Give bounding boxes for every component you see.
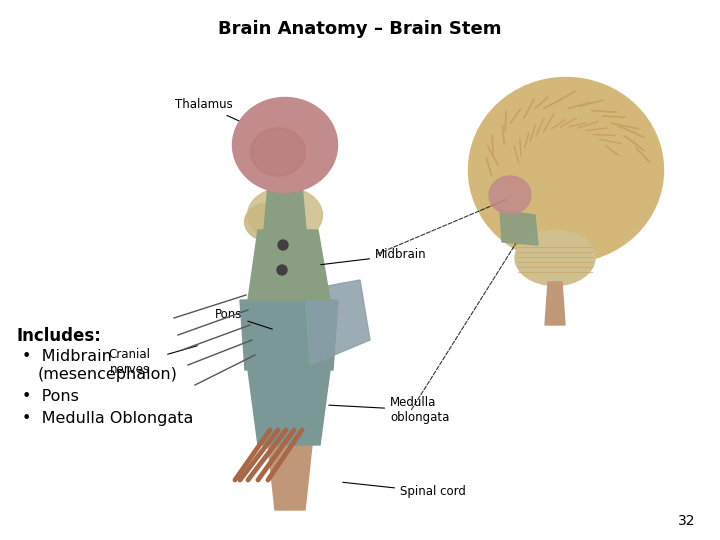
Text: Brain Anatomy – Brain Stem: Brain Anatomy – Brain Stem (218, 20, 502, 38)
Polygon shape (248, 370, 330, 445)
Text: •  Medulla Oblongata: • Medulla Oblongata (22, 411, 194, 426)
Ellipse shape (515, 231, 595, 286)
Polygon shape (264, 185, 306, 230)
Polygon shape (248, 230, 330, 300)
Polygon shape (500, 210, 538, 245)
Ellipse shape (245, 202, 300, 242)
Text: Thalamus: Thalamus (175, 98, 246, 124)
Circle shape (277, 265, 287, 275)
Polygon shape (305, 280, 370, 365)
Text: •  Pons: • Pons (22, 389, 79, 404)
Circle shape (278, 240, 288, 250)
Text: Medulla
oblongata: Medulla oblongata (329, 396, 449, 424)
Ellipse shape (251, 128, 305, 176)
Text: Includes:: Includes: (16, 327, 101, 345)
Ellipse shape (248, 187, 323, 242)
Polygon shape (545, 282, 565, 325)
Text: 32: 32 (678, 514, 695, 528)
Text: Cranial
nerves: Cranial nerves (108, 348, 150, 376)
Ellipse shape (489, 176, 531, 214)
Text: •  Midbrain: • Midbrain (22, 349, 112, 364)
Text: (mesencephalon): (mesencephalon) (38, 367, 178, 382)
Ellipse shape (469, 78, 664, 262)
Text: Pons: Pons (215, 308, 272, 329)
Text: Midbrain: Midbrain (320, 248, 427, 265)
Polygon shape (268, 445, 312, 510)
Polygon shape (240, 300, 338, 370)
Text: Spinal cord: Spinal cord (343, 482, 466, 498)
Ellipse shape (233, 98, 338, 192)
